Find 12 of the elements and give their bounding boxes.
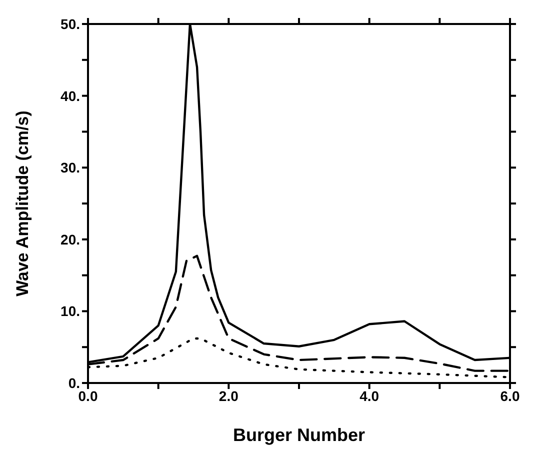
y-tick-label: 40. bbox=[60, 88, 80, 104]
x-tick-label: 0.0 bbox=[78, 388, 98, 404]
x-axis-title: Burger Number bbox=[232, 425, 366, 445]
y-tick-label: 10. bbox=[60, 303, 80, 320]
y-tick-label: 30. bbox=[60, 160, 80, 176]
y-tick-label: 50. bbox=[60, 16, 80, 32]
y-tick-label: 0. bbox=[68, 374, 80, 391]
y-tick-label: 20. bbox=[60, 231, 80, 248]
x-tick-label: 4.0 bbox=[360, 388, 380, 404]
y-axis-title: Wave Amplitude (cm/s) bbox=[13, 110, 32, 296]
x-tick-label: 6.0 bbox=[500, 388, 520, 404]
x-tick-label: 2.0 bbox=[218, 388, 239, 404]
